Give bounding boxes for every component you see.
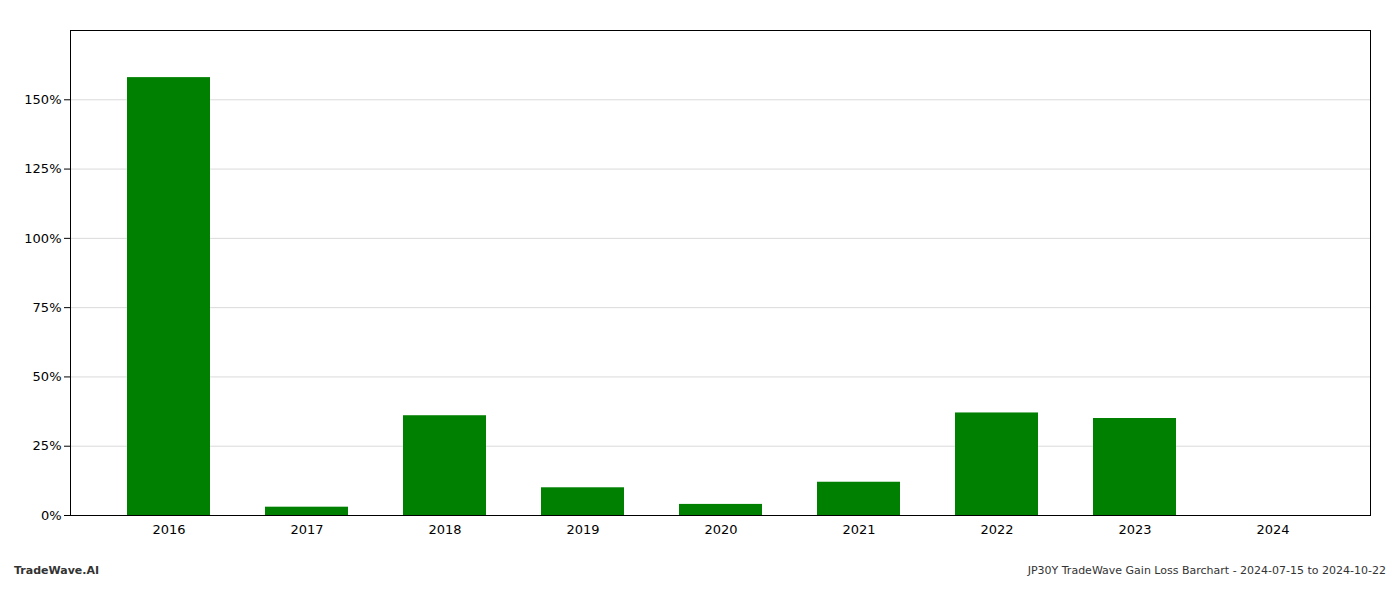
svg-text:2021: 2021 — [842, 522, 875, 537]
html-text:JP30Y TradeWave Gain Loss Barc: JP30Y TradeWave Gain Loss Barchart - 202… — [1027, 564, 1386, 577]
svg-text:100%: 100% — [24, 231, 61, 246]
svg-text:2018: 2018 — [428, 522, 461, 537]
svg-text:2020: 2020 — [704, 522, 737, 537]
svg-text:2017: 2017 — [290, 522, 323, 537]
svg-text:25%: 25% — [33, 438, 62, 453]
svg-text:2022: 2022 — [980, 522, 1013, 537]
svg-text:0%: 0% — [41, 508, 62, 523]
svg-text:2016: 2016 — [152, 522, 185, 537]
svg-text:75%: 75% — [33, 300, 62, 315]
svg-text:50%: 50% — [33, 369, 62, 384]
svg-text:2023: 2023 — [1118, 522, 1151, 537]
svg-text:2019: 2019 — [566, 522, 599, 537]
svg-text:2024: 2024 — [1256, 522, 1289, 537]
svg-text:150%: 150% — [24, 92, 61, 107]
html-text:TradeWave.AI: TradeWave.AI — [14, 564, 100, 577]
svg-text:125%: 125% — [24, 161, 61, 176]
